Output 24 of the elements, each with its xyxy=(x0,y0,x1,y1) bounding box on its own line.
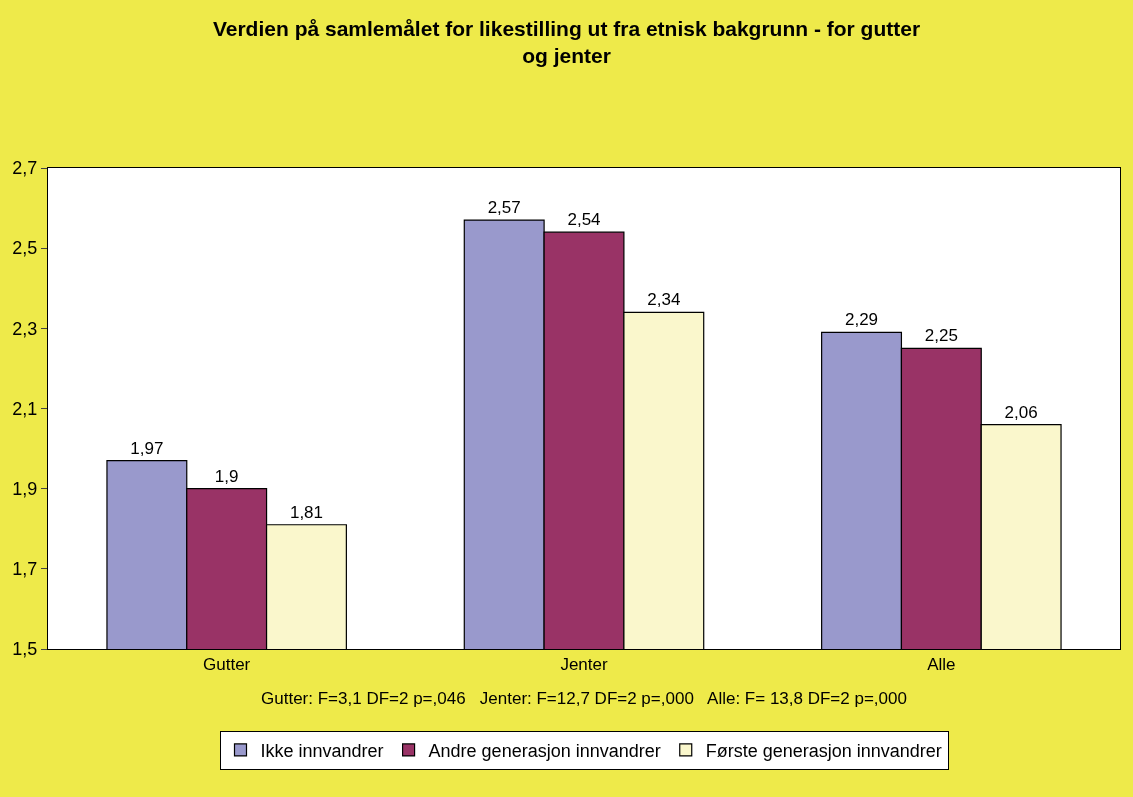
y-tick-label: 1,5 xyxy=(12,639,38,660)
y-tick-label: 2,3 xyxy=(12,318,38,339)
data-label: 1,9 xyxy=(214,466,239,486)
y-tick-label: 1,9 xyxy=(12,478,38,499)
legend-label: Første generasjon innvandrer xyxy=(705,740,942,761)
data-label: 1,97 xyxy=(130,438,164,458)
data-label: 2,34 xyxy=(647,290,681,310)
legend-label: Andre generasjon innvandrer xyxy=(428,740,661,761)
y-tick-label: 2,7 xyxy=(12,158,38,179)
x-tick-label: Jenter xyxy=(560,655,608,675)
data-label: 2,57 xyxy=(487,198,521,218)
x-tick-label: Gutter xyxy=(203,655,251,675)
y-tick-label: 1,7 xyxy=(12,559,38,580)
data-label: 1,81 xyxy=(289,502,324,522)
legend-label: Ikke innvandrer xyxy=(260,740,384,761)
x-tick-label: Alle xyxy=(927,655,956,675)
data-label: 2,54 xyxy=(567,210,601,230)
y-tick-label: 2,5 xyxy=(12,238,38,259)
x-axis-title: Gutter: F=3,1 DF=2 p=,046 Jenter: F=12,7 DF=2 p=,000 Alle: F= 13,8 DF=2 p=,000 xyxy=(261,688,907,708)
data-label: 2,25 xyxy=(924,326,958,346)
y-tick-label: 2,1 xyxy=(12,398,38,419)
data-label: 2,06 xyxy=(1004,402,1038,422)
data-label: 2,29 xyxy=(844,310,879,330)
chart-title: Verdien på samlemålet for likestilling ut fra etnisk bakgrunn - for gutter og jenter xyxy=(212,16,921,68)
